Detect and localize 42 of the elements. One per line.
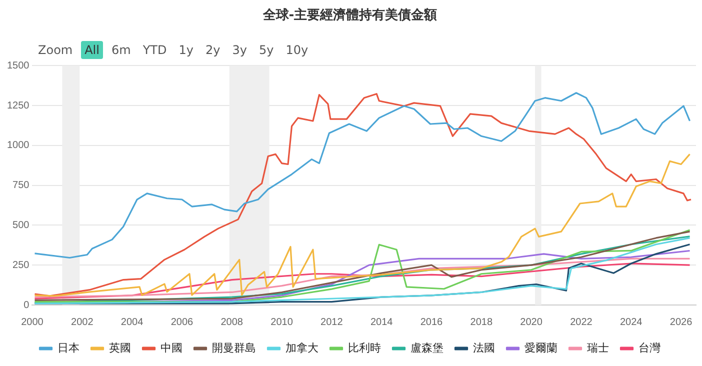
- legend-label: 瑞士: [586, 341, 609, 354]
- legend-label: 盧森堡: [410, 341, 444, 354]
- text: 6m: [110, 42, 132, 59]
- text: 10y: [284, 42, 310, 59]
- y-tick-label: 250: [12, 260, 30, 271]
- x-tick-label: 2010: [270, 316, 294, 328]
- x-tick-label: 2020: [520, 316, 543, 328]
- x-tick-label: 2002: [71, 316, 94, 328]
- text: Zoom: [37, 42, 74, 59]
- x-tick-label: 2012: [320, 316, 344, 328]
- legend-label: 愛爾蘭: [524, 341, 558, 354]
- legend-label: 比利時: [348, 341, 381, 354]
- x-tick-label: 2000: [21, 316, 44, 328]
- legend-label: 台灣: [638, 341, 660, 354]
- legend-label: 開曼群島: [212, 341, 256, 354]
- text: 5y: [258, 42, 275, 59]
- y-tick-label: 1000: [6, 140, 30, 152]
- x-tick-label: 2004: [120, 316, 144, 328]
- text: 2y: [204, 42, 222, 59]
- y-tick-label: 0: [24, 300, 30, 311]
- chart-title: 全球-主要經濟體持有美債金額: [262, 7, 438, 24]
- text: All: [80, 41, 104, 59]
- legend-label: 中國: [160, 341, 182, 354]
- x-tick-label: 2022: [570, 316, 593, 328]
- text: YTD: [142, 42, 168, 59]
- x-tick-label: 2026: [670, 316, 693, 328]
- text: 1y: [178, 42, 194, 59]
- x-tick-label: 2016: [420, 316, 444, 328]
- x-tick-label: 2018: [470, 316, 493, 328]
- legend-label: 日本: [57, 341, 80, 354]
- x-tick-label: 2008: [220, 316, 244, 328]
- legend-label: 英國: [108, 341, 131, 354]
- y-tick-label: 750: [12, 180, 30, 192]
- x-tick-label: 2024: [620, 316, 643, 328]
- y-tick-label: 500: [12, 220, 30, 231]
- x-tick-label: 2014: [370, 316, 394, 328]
- text: 3y: [231, 42, 248, 59]
- x-tick-label: 2006: [170, 316, 194, 328]
- y-tick-label: 1250: [6, 100, 30, 112]
- legend-label: 法國: [472, 341, 495, 354]
- legend-label: 加拿大: [285, 341, 318, 354]
- y-tick-label: 1500: [6, 60, 30, 72]
